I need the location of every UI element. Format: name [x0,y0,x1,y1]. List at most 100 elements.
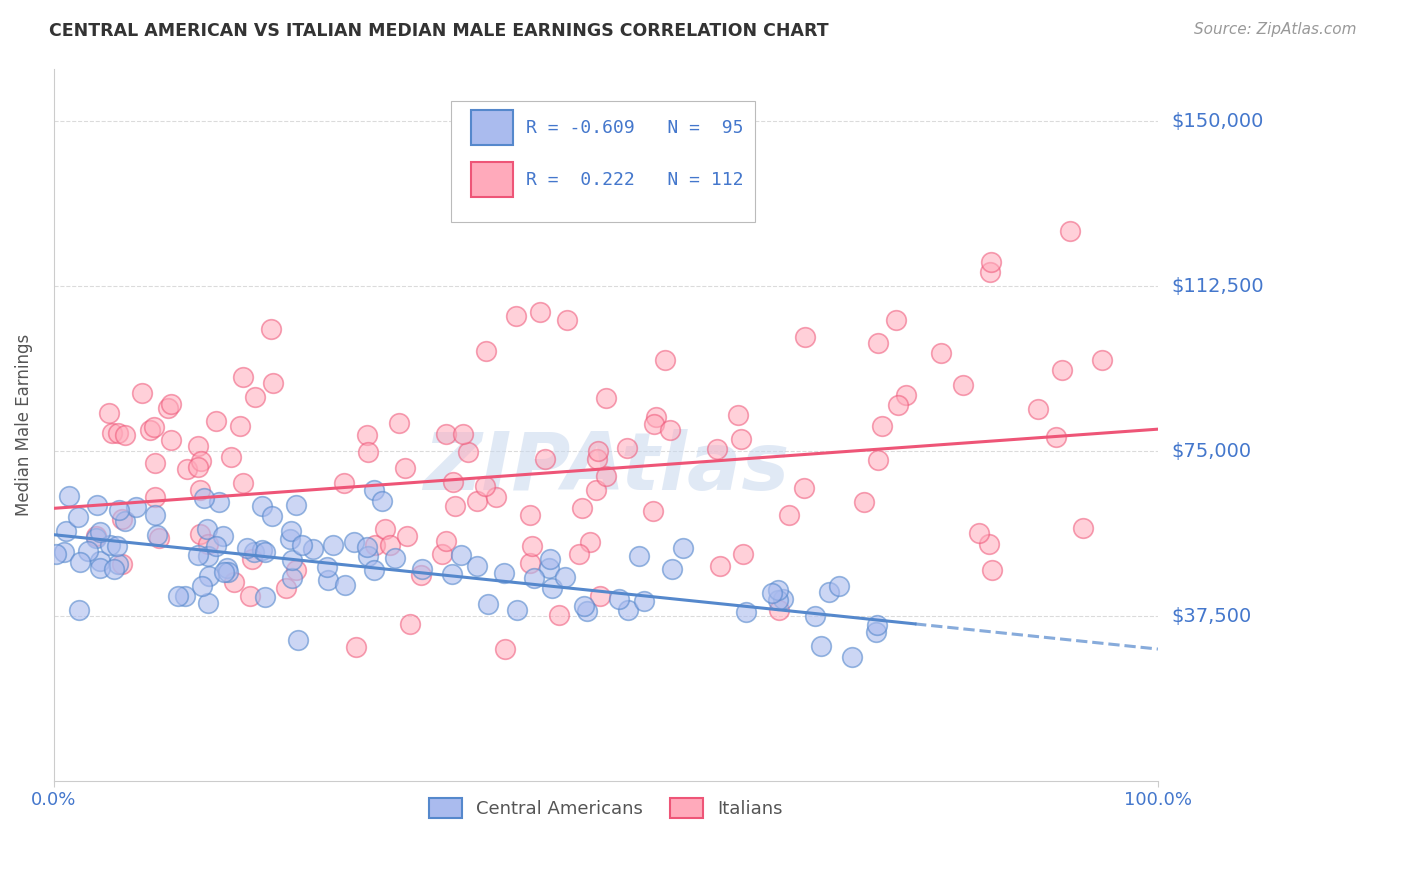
Point [555,312,578,326]
FancyBboxPatch shape [451,101,755,222]
Point [929,346,952,360]
Point [188,483,211,497]
Point [232,370,254,384]
Point [55,524,77,538]
Point [207,494,229,508]
FancyBboxPatch shape [471,161,513,197]
Point [239,589,262,603]
Point [281,571,304,585]
Point [236,541,259,555]
Point [554,570,576,584]
Point [211,529,233,543]
Point [333,476,356,491]
Point [506,603,529,617]
Point [191,579,214,593]
Point [870,418,893,433]
Point [533,451,555,466]
Point [260,509,283,524]
Point [198,569,221,583]
Point [176,462,198,476]
Point [98,538,121,552]
Point [492,566,515,580]
Point [1091,352,1114,367]
Point [156,401,179,416]
Point [887,398,910,412]
Point [766,583,789,598]
Point [841,650,863,665]
Point [197,596,219,610]
Point [262,376,284,390]
Point [485,490,508,504]
Point [240,552,263,566]
Point [817,585,839,599]
Point [434,533,457,548]
Point [322,538,344,552]
Point [77,543,100,558]
Point [58,489,80,503]
Point [52,545,75,559]
Point [451,427,474,442]
Point [894,388,917,402]
Point [107,557,129,571]
Point [287,633,309,648]
Point [627,549,650,564]
Point [474,478,496,492]
Point [432,547,454,561]
Point [143,491,166,505]
Point [146,528,169,542]
Point [409,568,432,582]
Point [866,618,889,632]
Point [633,593,655,607]
Point [195,522,218,536]
Point [529,305,551,319]
Point [672,541,695,555]
Point [866,452,889,467]
Point [174,589,197,603]
Point [523,571,546,585]
Point [778,508,800,523]
Point [616,441,638,455]
Point [103,562,125,576]
Point [709,558,731,573]
Point [538,551,561,566]
Point [793,481,815,495]
Point [952,377,974,392]
Point [224,575,246,590]
Point [363,483,385,497]
Text: $150,000: $150,000 [1171,112,1264,131]
Point [374,522,396,536]
Point [617,603,640,617]
Point [730,432,752,446]
Point [278,532,301,546]
Point [706,442,728,456]
Point [967,525,990,540]
Point [250,499,273,513]
Point [467,558,489,573]
Text: $112,500: $112,500 [1171,277,1264,296]
Point [519,556,541,570]
Point [1045,430,1067,444]
Point [589,589,612,603]
Point [254,590,277,604]
Point [219,450,242,464]
Point [45,547,67,561]
Point [111,558,134,572]
Point [411,562,433,576]
Point [735,605,758,619]
Point [980,255,1002,269]
Point [89,554,111,568]
Point [229,419,252,434]
Point [761,586,783,600]
Point [143,457,166,471]
Point [67,510,90,524]
Point [316,559,339,574]
Point [357,444,380,458]
Text: $37,500: $37,500 [1171,607,1253,625]
Point [291,537,314,551]
Point [572,599,595,613]
Point [107,425,129,440]
Point [285,499,308,513]
Point [217,566,239,580]
Point [125,500,148,515]
Point [659,423,682,437]
